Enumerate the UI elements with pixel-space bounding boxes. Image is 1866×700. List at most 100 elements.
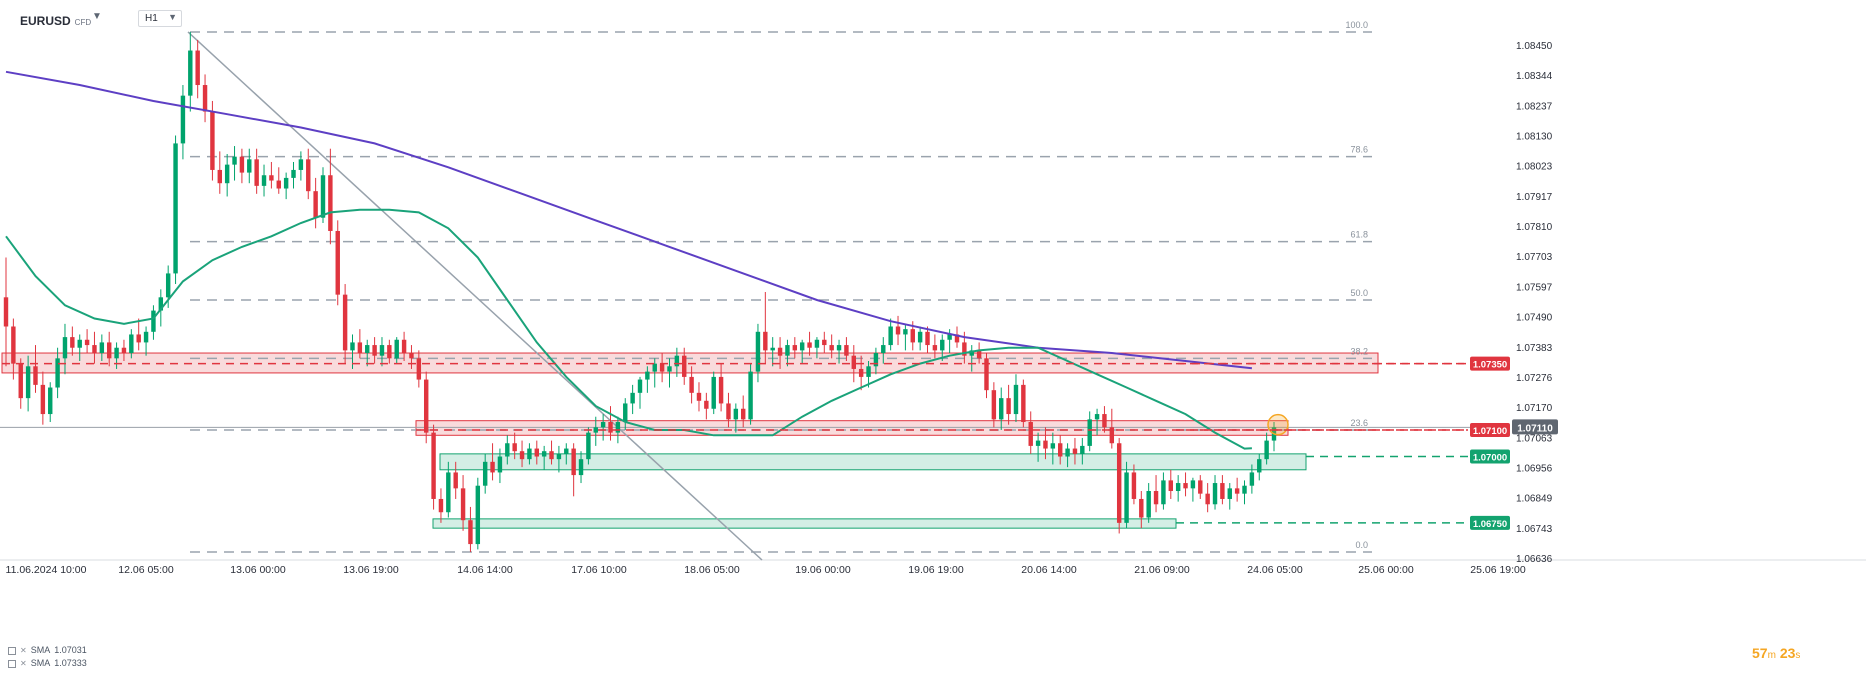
candle-body [586, 432, 591, 460]
candle-body [276, 180, 281, 189]
candle-body [1124, 472, 1129, 523]
candle-body [976, 350, 982, 359]
candle-body [881, 345, 886, 354]
y-tick-label: 1.08450 [1516, 41, 1553, 52]
y-axis: 1.08450 1.08344 1.08237 1.08130 1.08023 1.079… [1512, 41, 1558, 565]
symbol-label[interactable]: EURUSD CFD [20, 14, 91, 28]
candle-body [755, 331, 761, 372]
symbol-dropdown-icon[interactable]: ▼ [92, 11, 102, 22]
y-tick-label: 1.08130 [1516, 132, 1553, 143]
candle-body [637, 379, 643, 393]
candle-body [482, 461, 488, 486]
y-tick-label: 1.08237 [1516, 101, 1553, 112]
trendline-layer [0, 31, 1486, 561]
candle-body [962, 342, 967, 356]
candle-body [217, 169, 223, 184]
candle-body [917, 331, 923, 343]
y-tick-label: 1.07490 [1516, 313, 1553, 324]
candle-body [519, 451, 525, 460]
candle-body [866, 366, 871, 377]
candle-body [269, 175, 274, 181]
candle-body [674, 355, 680, 367]
candle-body [379, 345, 385, 356]
candle-body [549, 451, 554, 460]
price-tag [1470, 422, 1510, 437]
candle-body [682, 355, 687, 377]
candle-body [1198, 480, 1203, 494]
candle-body [423, 379, 429, 433]
candle-body [1264, 440, 1269, 460]
x-tick-label: 12.06 05:00 [118, 564, 174, 576]
candle-body [173, 143, 178, 274]
candle-body [623, 403, 628, 423]
candle-body [534, 448, 540, 457]
legend-label: SMA [30, 645, 51, 655]
candle-body [718, 376, 724, 404]
candle-body [873, 353, 879, 367]
x-tick-label: 14.06 14:00 [457, 564, 513, 576]
candle-body [313, 191, 318, 218]
candle-body [18, 363, 23, 399]
candle-body [1161, 480, 1166, 505]
timeframe-select[interactable]: H1 ▼ [138, 10, 182, 27]
price-tag-label: 1.06750 [1473, 519, 1507, 530]
x-tick-label: 19.06 00:00 [795, 564, 851, 576]
candle-body [659, 363, 665, 372]
x-axis: 11.06.2024 10:00 12.06 05:00 13.06 00:00 13… [6, 564, 1526, 576]
candle-body [991, 390, 997, 420]
candle-body [1028, 422, 1033, 446]
y-tick-label: 1.06956 [1516, 463, 1553, 474]
candle-body [1146, 491, 1151, 518]
candle-body [1153, 491, 1159, 505]
candle-body [733, 408, 739, 420]
candle-body [667, 366, 672, 372]
candle-body [696, 392, 702, 401]
support-zone [432, 518, 1177, 529]
close-icon[interactable]: ✕ [20, 646, 27, 655]
candle-body [940, 339, 945, 351]
settings-icon[interactable] [8, 646, 16, 655]
y-tick-label: 1.07597 [1516, 282, 1553, 293]
candle-body [512, 443, 517, 452]
sma-slow-line [5, 70, 1253, 370]
candle-body [556, 453, 562, 460]
candle-body [188, 50, 193, 96]
candle-body [92, 345, 97, 354]
x-tick-label: 13.06 19:00 [343, 564, 399, 576]
candle-body [114, 347, 119, 359]
settings-icon[interactable] [8, 659, 16, 668]
candle-body [350, 342, 355, 351]
candle-body [1234, 488, 1240, 494]
candle-body [1109, 427, 1115, 444]
price-tag-label: 1.07350 [1473, 360, 1507, 371]
candle-body [165, 273, 171, 298]
candle-body [121, 347, 127, 354]
legend-item[interactable]: ✕ SMA 1.07031 [8, 644, 87, 657]
candle-body [763, 331, 768, 351]
price-tag-label: 1.07000 [1473, 453, 1507, 464]
candle-body [578, 459, 584, 476]
close-icon[interactable]: ✕ [20, 659, 27, 668]
candle-body [851, 355, 857, 369]
fib-level-label: 61.8 [1350, 230, 1368, 240]
candle-body [3, 297, 9, 327]
countdown-seconds-unit: s [1795, 650, 1801, 661]
candle-body [129, 334, 134, 354]
legend-item[interactable]: ✕ SMA 1.07333 [8, 657, 87, 670]
candle-body [1139, 498, 1144, 518]
candle-body [224, 164, 230, 184]
candle-body [453, 472, 458, 489]
fib-level-label: 78.6 [1350, 145, 1368, 155]
candle-body [527, 448, 532, 460]
candle-body [1249, 472, 1255, 486]
legend-value: 1.07031 [54, 645, 87, 655]
candle-body [416, 358, 422, 380]
candle-body [726, 403, 731, 420]
y-tick-label: 1.06743 [1516, 524, 1553, 535]
candle-body [505, 443, 510, 457]
candle-body [888, 326, 893, 346]
candle-body [1227, 488, 1232, 499]
candle-body [1072, 448, 1078, 454]
